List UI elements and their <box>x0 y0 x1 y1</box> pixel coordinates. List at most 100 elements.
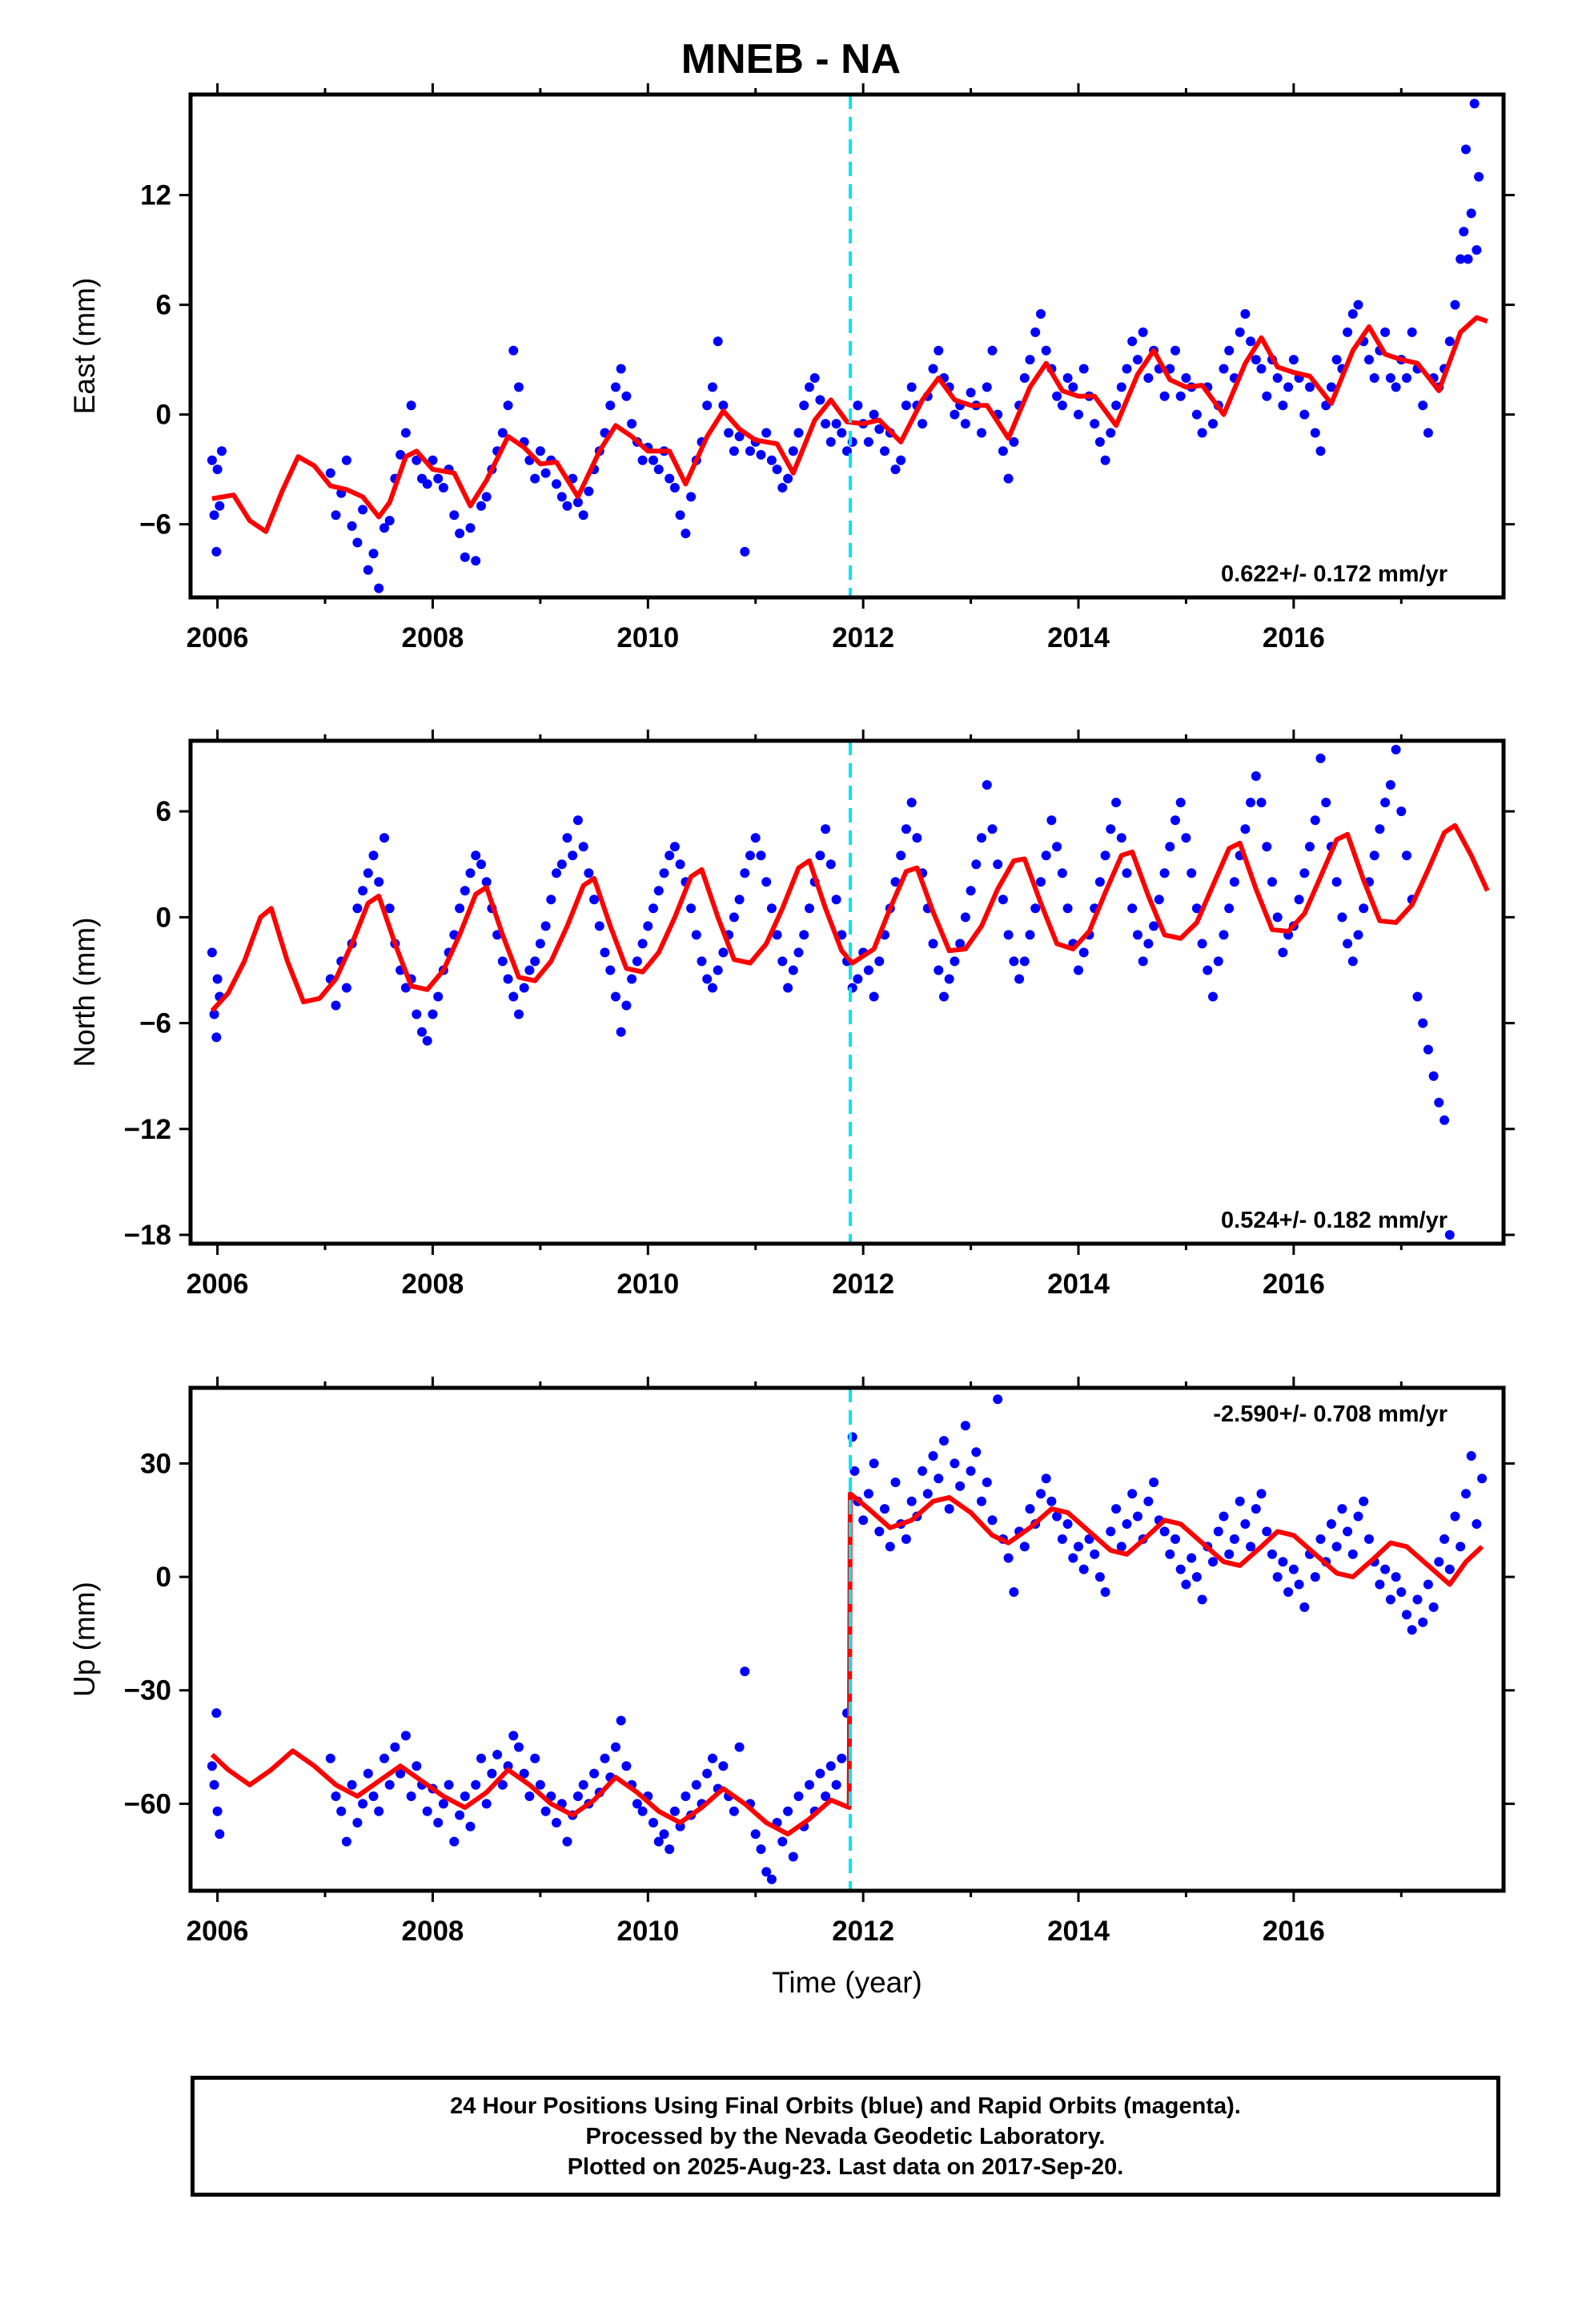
data-point <box>1331 877 1342 887</box>
data-point <box>1235 327 1245 337</box>
data-point <box>396 1768 406 1779</box>
data-point <box>1213 956 1223 967</box>
data-point <box>982 780 992 790</box>
data-point <box>708 382 717 392</box>
data-point <box>977 833 986 843</box>
data-point <box>745 446 755 456</box>
data-point <box>1240 309 1251 319</box>
data-point <box>352 903 363 914</box>
data-point <box>912 833 922 843</box>
data-point <box>863 1489 873 1499</box>
data-point <box>1474 171 1484 182</box>
data-point <box>1213 1526 1223 1537</box>
data-point <box>578 510 588 521</box>
data-point <box>998 895 1008 905</box>
data-point <box>1380 327 1391 337</box>
data-point <box>211 1708 222 1719</box>
data-point <box>540 921 551 931</box>
data-point <box>783 983 793 993</box>
data-point <box>1272 1572 1283 1582</box>
data-point <box>1402 373 1411 383</box>
data-point <box>1256 364 1267 374</box>
data-point <box>1267 877 1277 887</box>
data-point <box>966 1466 976 1476</box>
data-point <box>1359 1496 1369 1506</box>
data-point <box>497 428 508 438</box>
data-point <box>1305 842 1315 852</box>
data-point <box>514 1742 524 1752</box>
data-point <box>1181 1579 1191 1590</box>
data-point <box>438 483 448 493</box>
data-point <box>756 850 766 861</box>
data-point <box>1444 336 1455 347</box>
data-point <box>1353 930 1363 940</box>
data-point <box>686 903 697 914</box>
data-point <box>648 903 658 914</box>
data-point <box>906 1496 917 1506</box>
data-point <box>1428 1071 1439 1081</box>
footer-line-2: Processed by the Nevada Geodetic Laborat… <box>585 2123 1106 2149</box>
data-point <box>552 868 561 879</box>
data-point <box>653 886 664 896</box>
data-point <box>708 983 717 993</box>
data-point <box>1299 868 1310 879</box>
data-point <box>1175 1564 1186 1574</box>
data-point <box>653 464 664 475</box>
data-point <box>1170 1534 1180 1544</box>
x-axis-label: Time (year) <box>772 1966 922 1999</box>
data-point <box>325 1753 335 1763</box>
data-point <box>740 546 750 557</box>
data-point <box>1219 364 1229 374</box>
data-point <box>444 1779 454 1790</box>
y-tick-label: 6 <box>156 290 171 321</box>
data-point <box>481 492 492 502</box>
data-point <box>1208 419 1218 429</box>
data-point <box>412 1761 422 1771</box>
east-panel: 2006 2008 2010 2012 2014 2016 −6 0 6 12 East (mm) 0… <box>68 83 1515 653</box>
data-point <box>922 1489 933 1499</box>
data-point <box>955 1481 966 1491</box>
data-point <box>568 850 578 861</box>
data-point <box>901 1534 911 1544</box>
data-point <box>1461 1489 1471 1499</box>
data-point <box>665 473 675 484</box>
data-point <box>863 965 873 975</box>
data-point <box>1127 336 1138 347</box>
data-point <box>556 859 567 870</box>
data-point <box>772 930 782 940</box>
data-point <box>1347 309 1358 319</box>
data-point <box>1412 1594 1423 1605</box>
data-point <box>497 1779 508 1790</box>
data-point <box>374 583 384 593</box>
data-point <box>1219 1511 1229 1522</box>
data-point <box>1439 1115 1450 1125</box>
data-point <box>1224 903 1235 914</box>
data-point <box>428 455 438 465</box>
data-point <box>1003 1553 1014 1563</box>
data-point <box>207 1761 217 1771</box>
data-point <box>352 537 363 548</box>
data-point <box>363 1768 373 1779</box>
data-point <box>761 877 772 887</box>
data-point <box>1251 355 1261 365</box>
data-point <box>1138 327 1148 337</box>
data-point <box>400 428 411 438</box>
data-point <box>552 479 561 489</box>
data-point <box>1116 1542 1126 1552</box>
data-point <box>476 1753 486 1763</box>
data-point <box>209 1779 219 1790</box>
data-point <box>966 388 976 398</box>
data-point <box>1036 877 1046 887</box>
data-point <box>1385 780 1395 790</box>
data-point <box>1402 850 1411 861</box>
data-point <box>750 1829 761 1839</box>
data-point <box>1369 850 1379 861</box>
data-point <box>589 1768 600 1779</box>
model-curve <box>211 315 1488 534</box>
data-point <box>944 1504 954 1514</box>
data-point <box>1251 1504 1261 1514</box>
data-point <box>1116 382 1126 392</box>
data-point <box>1041 850 1051 861</box>
data-point <box>1122 868 1132 879</box>
data-point <box>1288 355 1299 365</box>
